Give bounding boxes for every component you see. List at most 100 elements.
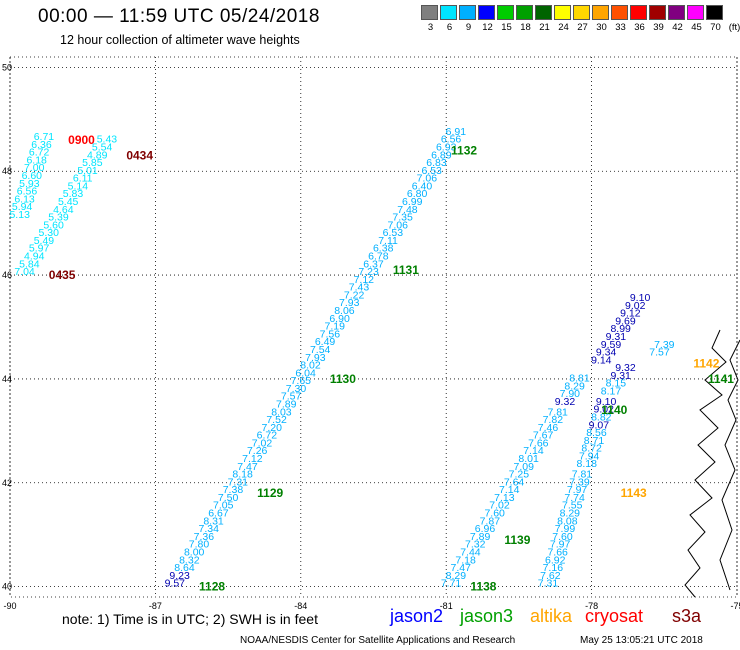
wave-height-value: 6.72 (29, 147, 50, 159)
wave-height-value: 7.65 (291, 375, 312, 387)
colorbar-label: 33 (615, 22, 626, 33)
wave-height-value: 7.57 (281, 391, 302, 403)
wave-height-value: 7.87 (480, 515, 501, 527)
wave-height-value: 7.19 (325, 321, 346, 333)
wave-height-value: 6.40 (412, 180, 433, 192)
wave-height-value: 7.36 (194, 531, 215, 543)
wave-height-value: 8.72 (581, 443, 602, 455)
wave-height-value: 9.32 (615, 362, 636, 374)
wave-height-value: 7.97 (567, 484, 588, 496)
map-subtitle: 12 hour collection of altimeter wave hei… (60, 33, 300, 47)
wave-height-value: 7.74 (564, 492, 585, 504)
wave-height-value: 6.60 (22, 170, 43, 182)
wave-height-value: 6.18 (26, 154, 47, 166)
wave-height-value: 6.37 (363, 258, 384, 270)
wave-height-value: 6.90 (329, 313, 350, 325)
wave-height-value: 7.12 (354, 274, 375, 286)
colorbar-label: 6 (446, 22, 453, 33)
wave-height-value: 7.14 (523, 445, 544, 457)
wave-height-value: 7.04 (14, 266, 35, 278)
wave-height-value: 9.32 (555, 396, 576, 408)
wave-height-value: 9.10 (630, 292, 651, 304)
wave-height-value: 8.99 (610, 323, 631, 335)
colorbar-swatch (554, 5, 571, 20)
wave-height-value: 7.44 (460, 546, 481, 558)
colorbar-label: 9 (465, 22, 472, 33)
wave-height-value: 7.47 (451, 562, 472, 574)
colorbar-swatch (630, 5, 647, 20)
wave-height-value: 5.83 (63, 188, 84, 200)
wave-height-value: 7.32 (465, 539, 486, 551)
x-tick-label: -90 (3, 601, 16, 611)
wave-height-value: 7.47 (237, 461, 258, 473)
wave-height-value: 7.39 (569, 476, 590, 488)
wave-height-value: 7.12 (242, 453, 263, 465)
y-tick-label: 48 (2, 166, 12, 176)
wave-height-value: 6.13 (14, 193, 35, 205)
wave-height-value: 9.23 (169, 570, 190, 582)
wave-height-value: 7.39 (654, 339, 675, 351)
coastline-outline (684, 329, 727, 598)
x-tick-label: -75 (730, 601, 740, 611)
wave-height-value: 6.11 (73, 173, 93, 185)
wave-height-value: 6.80 (407, 188, 428, 200)
colorbar-label: (ft) (728, 22, 740, 33)
wave-height-value: 7.35 (392, 212, 413, 224)
wave-height-value: 7.82 (543, 414, 564, 426)
colorbar-label: 3 (427, 22, 434, 33)
wave-height-value: 5.39 (48, 212, 69, 224)
wave-height-value: 7.48 (397, 204, 418, 216)
colorbar-swatch (706, 5, 723, 20)
wave-height-value: 5.14 (68, 180, 89, 192)
wave-height-value: 7.09 (514, 461, 535, 473)
wave-height-value: 7.93 (339, 297, 360, 309)
pass-time-label: 1140 (601, 403, 627, 417)
colorbar-swatch (459, 5, 476, 20)
wave-height-value: 4.89 (87, 149, 108, 161)
wave-height-value: 4.64 (53, 204, 74, 216)
wave-height-value: 7.34 (198, 523, 219, 535)
wave-height-value: 4.94 (24, 251, 45, 263)
wave-height-value: 8.29 (446, 570, 467, 582)
wave-height-value: 6.71 (34, 131, 55, 143)
colorbar-swatch (535, 5, 552, 20)
x-tick-label: -81 (440, 601, 453, 611)
wave-height-value: 7.46 (538, 422, 559, 434)
wave-height-value: 9.07 (589, 419, 610, 431)
wave-height-value: 7.67 (533, 430, 554, 442)
colorbar-swatch (649, 5, 666, 20)
wave-height-value: 7.56 (320, 328, 341, 340)
wave-height-value: 7.06 (388, 219, 409, 231)
wave-height-value: 6.78 (368, 251, 389, 263)
wave-height-value: 8.15 (606, 378, 627, 390)
pass-time-label: 1130 (330, 372, 356, 386)
y-tick-label: 50 (2, 62, 12, 72)
colorbar-swatch (478, 5, 495, 20)
map-frame (9, 56, 738, 598)
wave-height-value: 7.30 (286, 383, 307, 395)
wave-height-value: 8.01 (518, 453, 539, 465)
colorbar-label: 45 (691, 22, 702, 33)
colorbar-label: 18 (520, 22, 531, 33)
colorbar-label: 12 (482, 22, 493, 33)
wave-height-value: 7.71 (441, 578, 462, 590)
wave-height-value: 9.10 (596, 396, 617, 408)
wave-height-value: 6.36 (31, 139, 52, 151)
wave-height-value: 8.81 (569, 373, 590, 385)
wave-height-value: 9.14 (591, 354, 612, 366)
wave-height-value: 7.02 (489, 500, 510, 512)
wave-height-value: 5.45 (58, 196, 79, 208)
wave-height-value: 5.94 (12, 201, 33, 213)
wave-height-value: 5.93 (19, 178, 40, 190)
wave-height-value: 7.52 (266, 414, 287, 426)
wave-height-value: 5.60 (43, 219, 64, 231)
wave-height-value: 8.08 (557, 515, 578, 527)
wave-height-value: 7.60 (552, 531, 573, 543)
wave-height-value: 8.18 (577, 458, 598, 470)
wave-height-value: 9.69 (615, 315, 636, 327)
wave-height-value: 8.32 (179, 554, 200, 566)
colorbar-swatch (516, 5, 533, 20)
wave-height-value: 8.17 (601, 386, 622, 398)
wave-height-value: 8.31 (203, 515, 224, 527)
